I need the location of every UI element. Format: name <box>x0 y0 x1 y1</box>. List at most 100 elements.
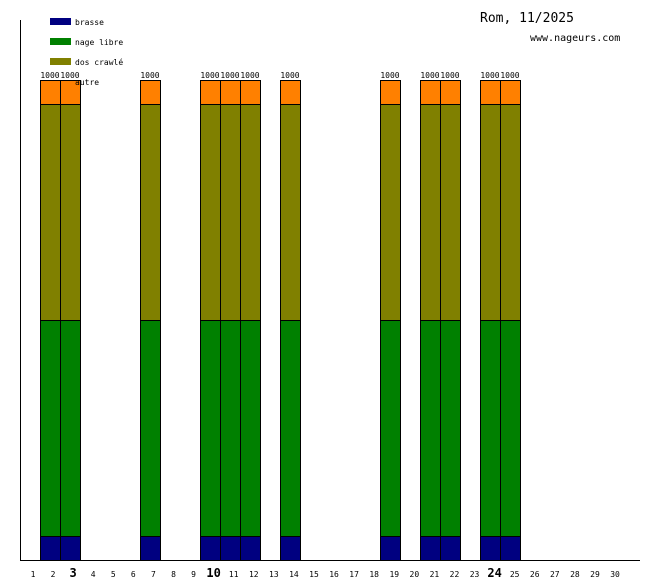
bar-dos-crawlé-day-7 <box>140 104 161 321</box>
total-label: 1000 <box>500 71 519 80</box>
bar-dos-crawlé-day-12 <box>240 104 261 321</box>
total-label: 1000 <box>240 71 259 80</box>
x-tick-label: 7 <box>151 570 156 579</box>
legend-label: dos crawlé <box>75 57 123 67</box>
x-tick-label: 15 <box>309 570 319 579</box>
bar-brasse-day-3 <box>60 536 81 561</box>
bar-nage-libre-day-10 <box>200 320 221 537</box>
site-url: www.nageurs.com <box>530 33 620 44</box>
x-tick-label: 22 <box>450 570 460 579</box>
legend-label: brasse <box>75 18 104 27</box>
x-tick-label: 2 <box>51 570 56 579</box>
x-tick-label: 19 <box>389 570 399 579</box>
chart-title: Rom, 11/2025 <box>480 11 574 26</box>
x-tick-label: 20 <box>410 570 420 579</box>
bar-dos-crawlé-day-24 <box>480 104 501 321</box>
x-tick-label: 27 <box>550 570 560 579</box>
legend-swatch-nage-libre <box>50 38 71 45</box>
total-label: 1000 <box>40 71 59 80</box>
bar-autre-day-12 <box>240 80 261 105</box>
bar-autre-day-19 <box>380 80 401 105</box>
total-label: 1000 <box>140 71 159 80</box>
x-tick-label: 4 <box>91 570 96 579</box>
bar-dos-crawlé-day-11 <box>220 104 241 321</box>
bar-brasse-day-12 <box>240 536 261 561</box>
x-tick-label: 9 <box>191 570 196 579</box>
bar-autre-day-24 <box>480 80 501 105</box>
x-tick-label: 14 <box>289 570 299 579</box>
x-tick-label: 28 <box>570 570 580 579</box>
bar-nage-libre-day-25 <box>500 320 521 537</box>
total-label: 1000 <box>220 71 239 80</box>
total-label: 1000 <box>200 71 219 80</box>
x-tick-label: 13 <box>269 570 279 579</box>
bar-autre-day-7 <box>140 80 161 105</box>
x-tick-label: 17 <box>349 570 359 579</box>
bar-nage-libre-day-2 <box>40 320 61 537</box>
x-tick-label: 18 <box>369 570 379 579</box>
x-tick-label: 26 <box>530 570 540 579</box>
x-tick-label: 12 <box>249 570 259 579</box>
bar-nage-libre-day-11 <box>220 320 241 537</box>
bar-brasse-day-10 <box>200 536 221 561</box>
legend-swatch-dos-crawlé <box>50 58 71 65</box>
total-label: 1000 <box>480 71 499 80</box>
x-tick-label: 11 <box>229 570 239 579</box>
bar-dos-crawlé-day-2 <box>40 104 61 321</box>
x-tick-label: 16 <box>329 570 339 579</box>
x-tick-label: 24 <box>487 566 501 580</box>
total-label: 1000 <box>420 71 439 80</box>
x-tick-label: 5 <box>111 570 116 579</box>
bar-brasse-day-19 <box>380 536 401 561</box>
x-tick-label: 10 <box>206 566 220 580</box>
bar-dos-crawlé-day-19 <box>380 104 401 321</box>
bar-nage-libre-day-14 <box>280 320 301 537</box>
bar-brasse-day-22 <box>440 536 461 561</box>
x-tick-label: 8 <box>171 570 176 579</box>
x-tick-label: 23 <box>470 570 480 579</box>
bar-dos-crawlé-day-10 <box>200 104 221 321</box>
bar-nage-libre-day-3 <box>60 320 81 537</box>
bar-autre-day-2 <box>40 80 61 105</box>
x-tick-label: 1 <box>31 570 36 579</box>
bar-autre-day-11 <box>220 80 241 105</box>
bar-brasse-day-2 <box>40 536 61 561</box>
total-label: 1000 <box>440 71 459 80</box>
bar-autre-day-10 <box>200 80 221 105</box>
x-tick-label: 25 <box>510 570 520 579</box>
bar-brasse-day-14 <box>280 536 301 561</box>
legend-swatch-brasse <box>50 18 71 25</box>
legend-label: autre <box>75 78 99 87</box>
bar-autre-day-22 <box>440 80 461 105</box>
bar-autre-day-14 <box>280 80 301 105</box>
bar-brasse-day-21 <box>420 536 441 561</box>
bar-nage-libre-day-19 <box>380 320 401 537</box>
bar-nage-libre-day-12 <box>240 320 261 537</box>
x-tick-label: 21 <box>430 570 440 579</box>
bar-autre-day-21 <box>420 80 441 105</box>
bar-nage-libre-day-24 <box>480 320 501 537</box>
bar-brasse-day-11 <box>220 536 241 561</box>
x-tick-label: 29 <box>590 570 600 579</box>
bar-dos-crawlé-day-25 <box>500 104 521 321</box>
total-label: 1000 <box>380 71 399 80</box>
bar-dos-crawlé-day-21 <box>420 104 441 321</box>
x-tick-label: 30 <box>610 570 620 579</box>
bar-dos-crawlé-day-14 <box>280 104 301 321</box>
total-label: 1000 <box>60 71 79 80</box>
x-tick-label: 3 <box>70 566 77 580</box>
bar-autre-day-25 <box>500 80 521 105</box>
total-label: 1000 <box>280 71 299 80</box>
bar-dos-crawlé-day-3 <box>60 104 81 321</box>
bar-brasse-day-7 <box>140 536 161 561</box>
bar-brasse-day-25 <box>500 536 521 561</box>
bar-nage-libre-day-22 <box>440 320 461 537</box>
x-tick-label: 6 <box>131 570 136 579</box>
bar-dos-crawlé-day-22 <box>440 104 461 321</box>
bar-nage-libre-day-21 <box>420 320 441 537</box>
bar-nage-libre-day-7 <box>140 320 161 537</box>
bar-autre-day-3 <box>60 80 81 105</box>
bar-brasse-day-24 <box>480 536 501 561</box>
legend-label: nage libre <box>75 38 123 47</box>
